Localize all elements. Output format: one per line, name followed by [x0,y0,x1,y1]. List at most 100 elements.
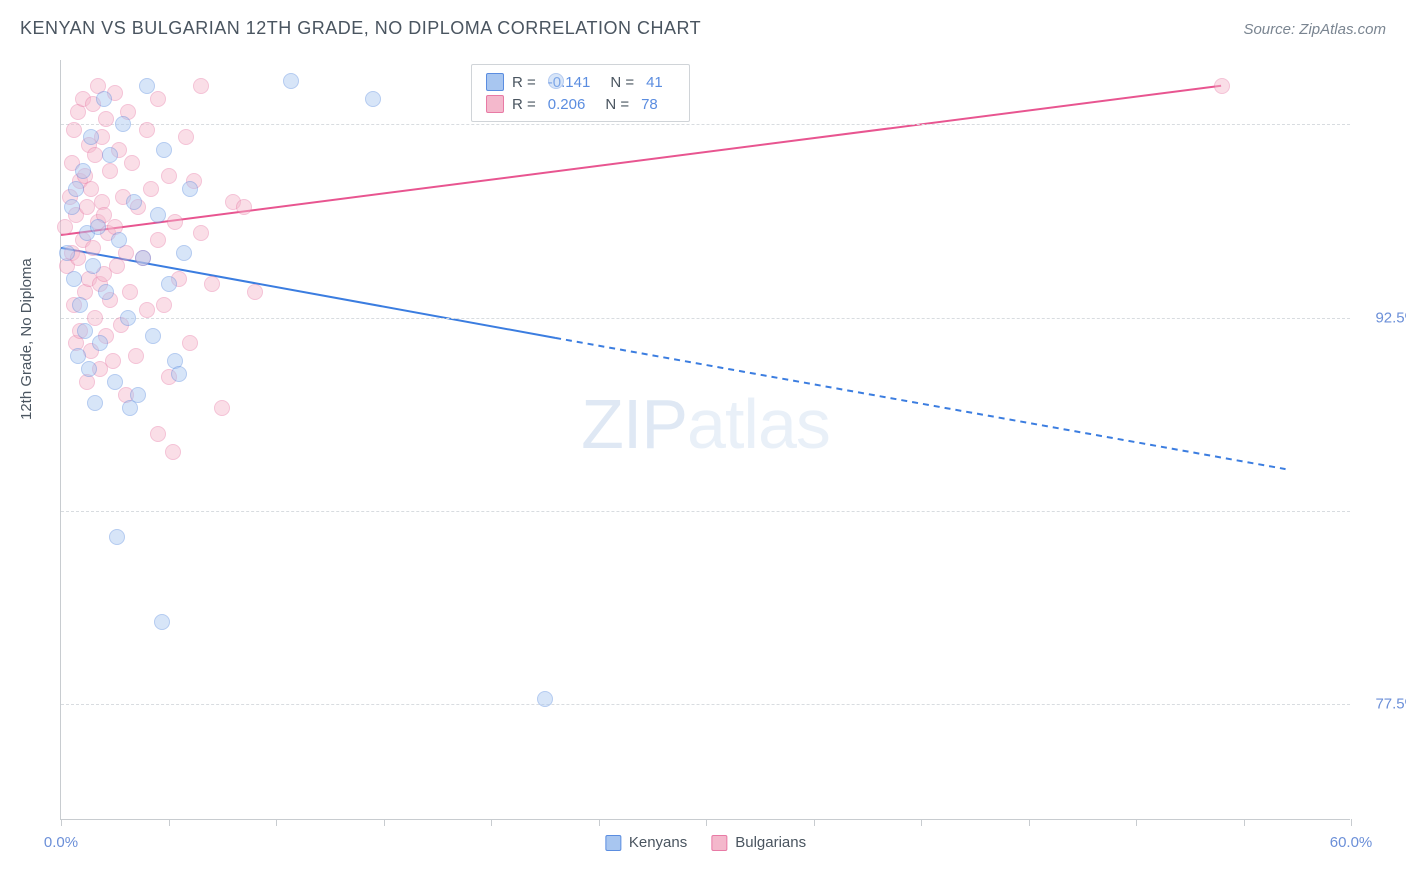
kenyans-point [122,400,138,416]
correlation-legend: R = -0.141 N = 41 R = 0.206 N = 78 [471,64,690,122]
watermark: ZIPatlas [581,384,830,464]
y-tick-label: 92.5% [1375,309,1406,326]
x-tick [1351,819,1352,826]
source-attribution: Source: ZipAtlas.com [1243,21,1386,38]
bulgarians-point [79,199,95,215]
kenyans-point [150,207,166,223]
legend-row-kenyans: R = -0.141 N = 41 [486,71,675,93]
bulgarians-point [102,163,118,179]
kenyans-point [107,374,123,390]
kenyans-point [126,194,142,210]
x-tick [169,819,170,826]
series-legend: Kenyans Bulgarians [605,834,806,851]
swatch-bulgarians [486,95,504,113]
bulgarians-point [122,284,138,300]
x-tick [814,819,815,826]
kenyans-point [139,78,155,94]
legend-item-bulgarians: Bulgarians [711,834,806,851]
kenyans-point [85,258,101,274]
kenyans-point [66,271,82,287]
bulgarians-point [165,444,181,460]
x-tick [384,819,385,826]
legend-row-bulgarians: R = 0.206 N = 78 [486,93,675,115]
watermark-main: ZIP [581,385,687,463]
legend-label-bulgarians: Bulgarians [735,834,806,851]
swatch-kenyans-icon [605,835,621,851]
bulgarians-point [57,219,73,235]
bulgarians-point [139,122,155,138]
chart-title: KENYAN VS BULGARIAN 12TH GRADE, NO DIPLO… [20,18,701,39]
bulgarians-point [105,353,121,369]
kenyans-point [64,199,80,215]
gridline [61,124,1350,125]
kenyans-point [156,142,172,158]
r-value-bulgarians: 0.206 [548,96,586,113]
legend-item-kenyans: Kenyans [605,834,687,851]
n-value-kenyans: 41 [646,74,663,91]
bulgarians-point [150,426,166,442]
kenyans-point [182,181,198,197]
kenyans-point [90,219,106,235]
kenyans-point [87,395,103,411]
bulgarians-point [236,199,252,215]
bulgarians-point [150,232,166,248]
x-tick [921,819,922,826]
gridline [61,704,1350,705]
bulgarians-point [98,111,114,127]
kenyans-point [161,276,177,292]
bulgarians-point [182,335,198,351]
kenyans-point [77,323,93,339]
kenyans-point [120,310,136,326]
swatch-bulgarians-icon [711,835,727,851]
kenyans-point [59,245,75,261]
bulgarians-point [193,225,209,241]
bulgarians-point [156,297,172,313]
bulgarians-point [124,155,140,171]
kenyans-point [115,116,131,132]
bulgarians-point [1214,78,1230,94]
kenyans-point [68,181,84,197]
bulgarians-point [167,214,183,230]
n-label: N = [610,74,634,91]
y-tick-label: 77.5% [1375,696,1406,713]
scatter-chart: ZIPatlas R = -0.141 N = 41 R = 0.206 N =… [60,60,1350,820]
kenyans-point [72,297,88,313]
kenyans-point [109,529,125,545]
bulgarians-point [66,122,82,138]
x-tick [1136,819,1137,826]
gridline [61,318,1350,319]
bulgarians-point [204,276,220,292]
x-tick-label: 0.0% [44,834,78,851]
kenyans-point [171,366,187,382]
r-label: R = [512,74,536,91]
n-value-bulgarians: 78 [641,96,658,113]
bulgarians-point [87,147,103,163]
watermark-sub: atlas [687,385,830,463]
x-tick-label: 60.0% [1330,834,1373,851]
x-tick [276,819,277,826]
kenyans-point [135,250,151,266]
kenyans-point [283,73,299,89]
bulgarians-point [247,284,263,300]
gridline [61,511,1350,512]
kenyans-point [83,129,99,145]
kenyans-point [75,163,91,179]
x-tick [61,819,62,826]
bulgarians-point [128,348,144,364]
kenyans-point [92,335,108,351]
swatch-kenyans [486,73,504,91]
bulgarians-point [193,78,209,94]
bulgarians-point [87,310,103,326]
n-label: N = [605,96,629,113]
kenyans-point [548,73,564,89]
bulgarians-point [214,400,230,416]
kenyans-point [145,328,161,344]
trend-lines [61,60,1350,819]
kenyans-point [154,614,170,630]
kenyans-point [176,245,192,261]
x-tick [599,819,600,826]
kenyans-point [98,284,114,300]
y-axis-label: 12th Grade, No Diploma [18,258,35,420]
kenyans-point [102,147,118,163]
x-tick [1029,819,1030,826]
